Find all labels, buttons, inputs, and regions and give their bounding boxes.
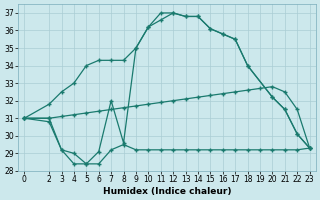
- X-axis label: Humidex (Indice chaleur): Humidex (Indice chaleur): [103, 187, 231, 196]
